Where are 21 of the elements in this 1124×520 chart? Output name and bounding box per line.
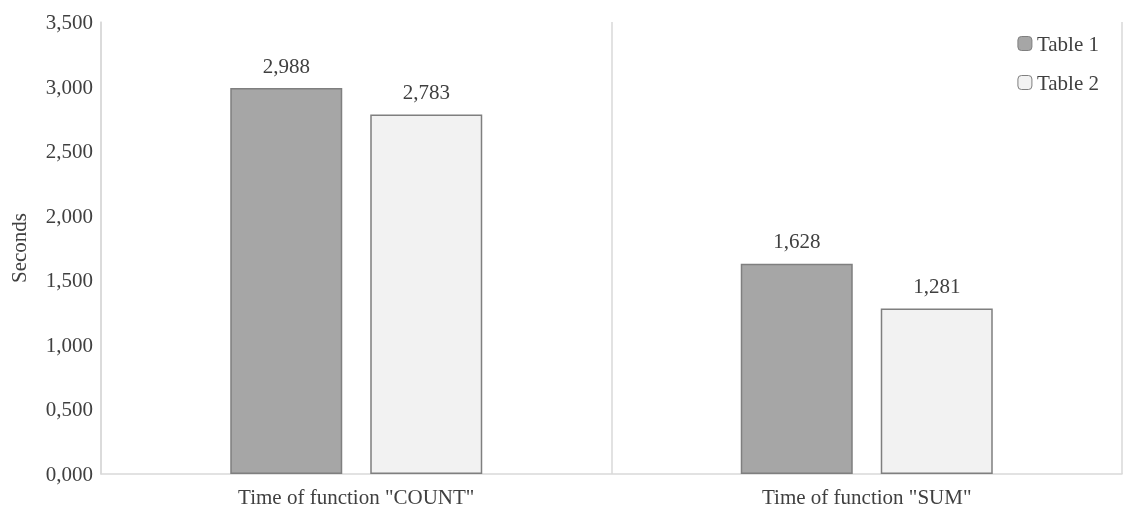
y-axis-title: Seconds: [6, 213, 31, 283]
data-label: 1,281: [913, 274, 961, 299]
data-label: 2,988: [262, 53, 310, 78]
bar: [230, 88, 343, 474]
x-tick-label: Time of function "SUM": [762, 484, 972, 509]
legend-label: Table 2: [1036, 70, 1100, 95]
y-tick-label: 1,500: [45, 268, 93, 293]
x-tick-label: Time of function "COUNT": [238, 484, 475, 509]
bar: [880, 308, 993, 474]
y-tick-label: 0,500: [45, 397, 93, 422]
bar: [740, 263, 853, 474]
data-label: 1,628: [773, 229, 821, 254]
bar: [370, 114, 483, 474]
y-tick-label: 3,500: [45, 10, 93, 34]
y-tick-label: 1,000: [45, 332, 93, 357]
y-tick-label: 2,500: [45, 139, 93, 164]
y-tick-label: 3,000: [45, 74, 93, 99]
y-tick-label: 0,000: [45, 462, 93, 486]
data-label: 2,783: [402, 80, 450, 105]
legend-label: Table 1: [1036, 31, 1100, 56]
y-tick-label: 2,000: [45, 203, 93, 228]
